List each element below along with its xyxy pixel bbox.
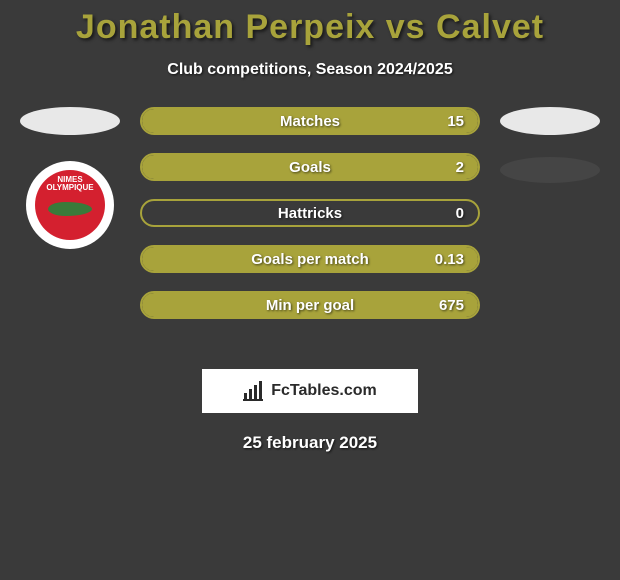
stat-bar-label: Goals <box>289 159 331 176</box>
player-photo-placeholder-left <box>20 107 120 135</box>
club-badge-left: NIMES OLYMPIQUE <box>26 161 114 249</box>
club-badge-placeholder-right <box>500 157 600 183</box>
stat-bar-row: Min per goal 675 <box>140 291 480 319</box>
page-title: Jonathan Perpeix vs Calvet <box>0 0 620 47</box>
main-area: NIMES OLYMPIQUE Matches 15 Goals 2 Hattricks… <box>0 107 620 347</box>
stat-bar-row: Goals per match 0.13 <box>140 245 480 273</box>
stat-bar-row: Hattricks 0 <box>140 199 480 227</box>
stat-bar-label: Goals per match <box>251 251 369 268</box>
player-photo-placeholder-right <box>500 107 600 135</box>
subtitle: Club competitions, Season 2024/2025 <box>0 61 620 79</box>
bar-chart-icon <box>243 381 265 401</box>
stat-bar-value: 0 <box>456 205 464 222</box>
stat-bar-label: Hattricks <box>278 205 342 222</box>
stat-bar-row: Matches 15 <box>140 107 480 135</box>
comparison-card: Jonathan Perpeix vs Calvet Club competit… <box>0 0 620 580</box>
club-badge-text: NIMES OLYMPIQUE <box>35 176 105 192</box>
stat-bar-label: Min per goal <box>266 297 354 314</box>
stat-bar-value: 675 <box>439 297 464 314</box>
stat-bar-value: 2 <box>456 159 464 176</box>
brand-text: FcTables.com <box>271 382 377 400</box>
stat-bar-label: Matches <box>280 113 340 130</box>
stat-bar-value: 0.13 <box>435 251 464 268</box>
date-text: 25 february 2025 <box>0 433 620 453</box>
stat-bar-value: 15 <box>447 113 464 130</box>
stat-bar-row: Goals 2 <box>140 153 480 181</box>
left-player-column: NIMES OLYMPIQUE <box>10 107 130 249</box>
right-player-column <box>490 107 610 183</box>
brand-footer: FcTables.com <box>202 369 418 413</box>
club-badge-inner: NIMES OLYMPIQUE <box>35 170 105 240</box>
club-badge-croc-icon <box>48 202 92 216</box>
stat-bars: Matches 15 Goals 2 Hattricks 0 Goals per match… <box>140 107 480 319</box>
